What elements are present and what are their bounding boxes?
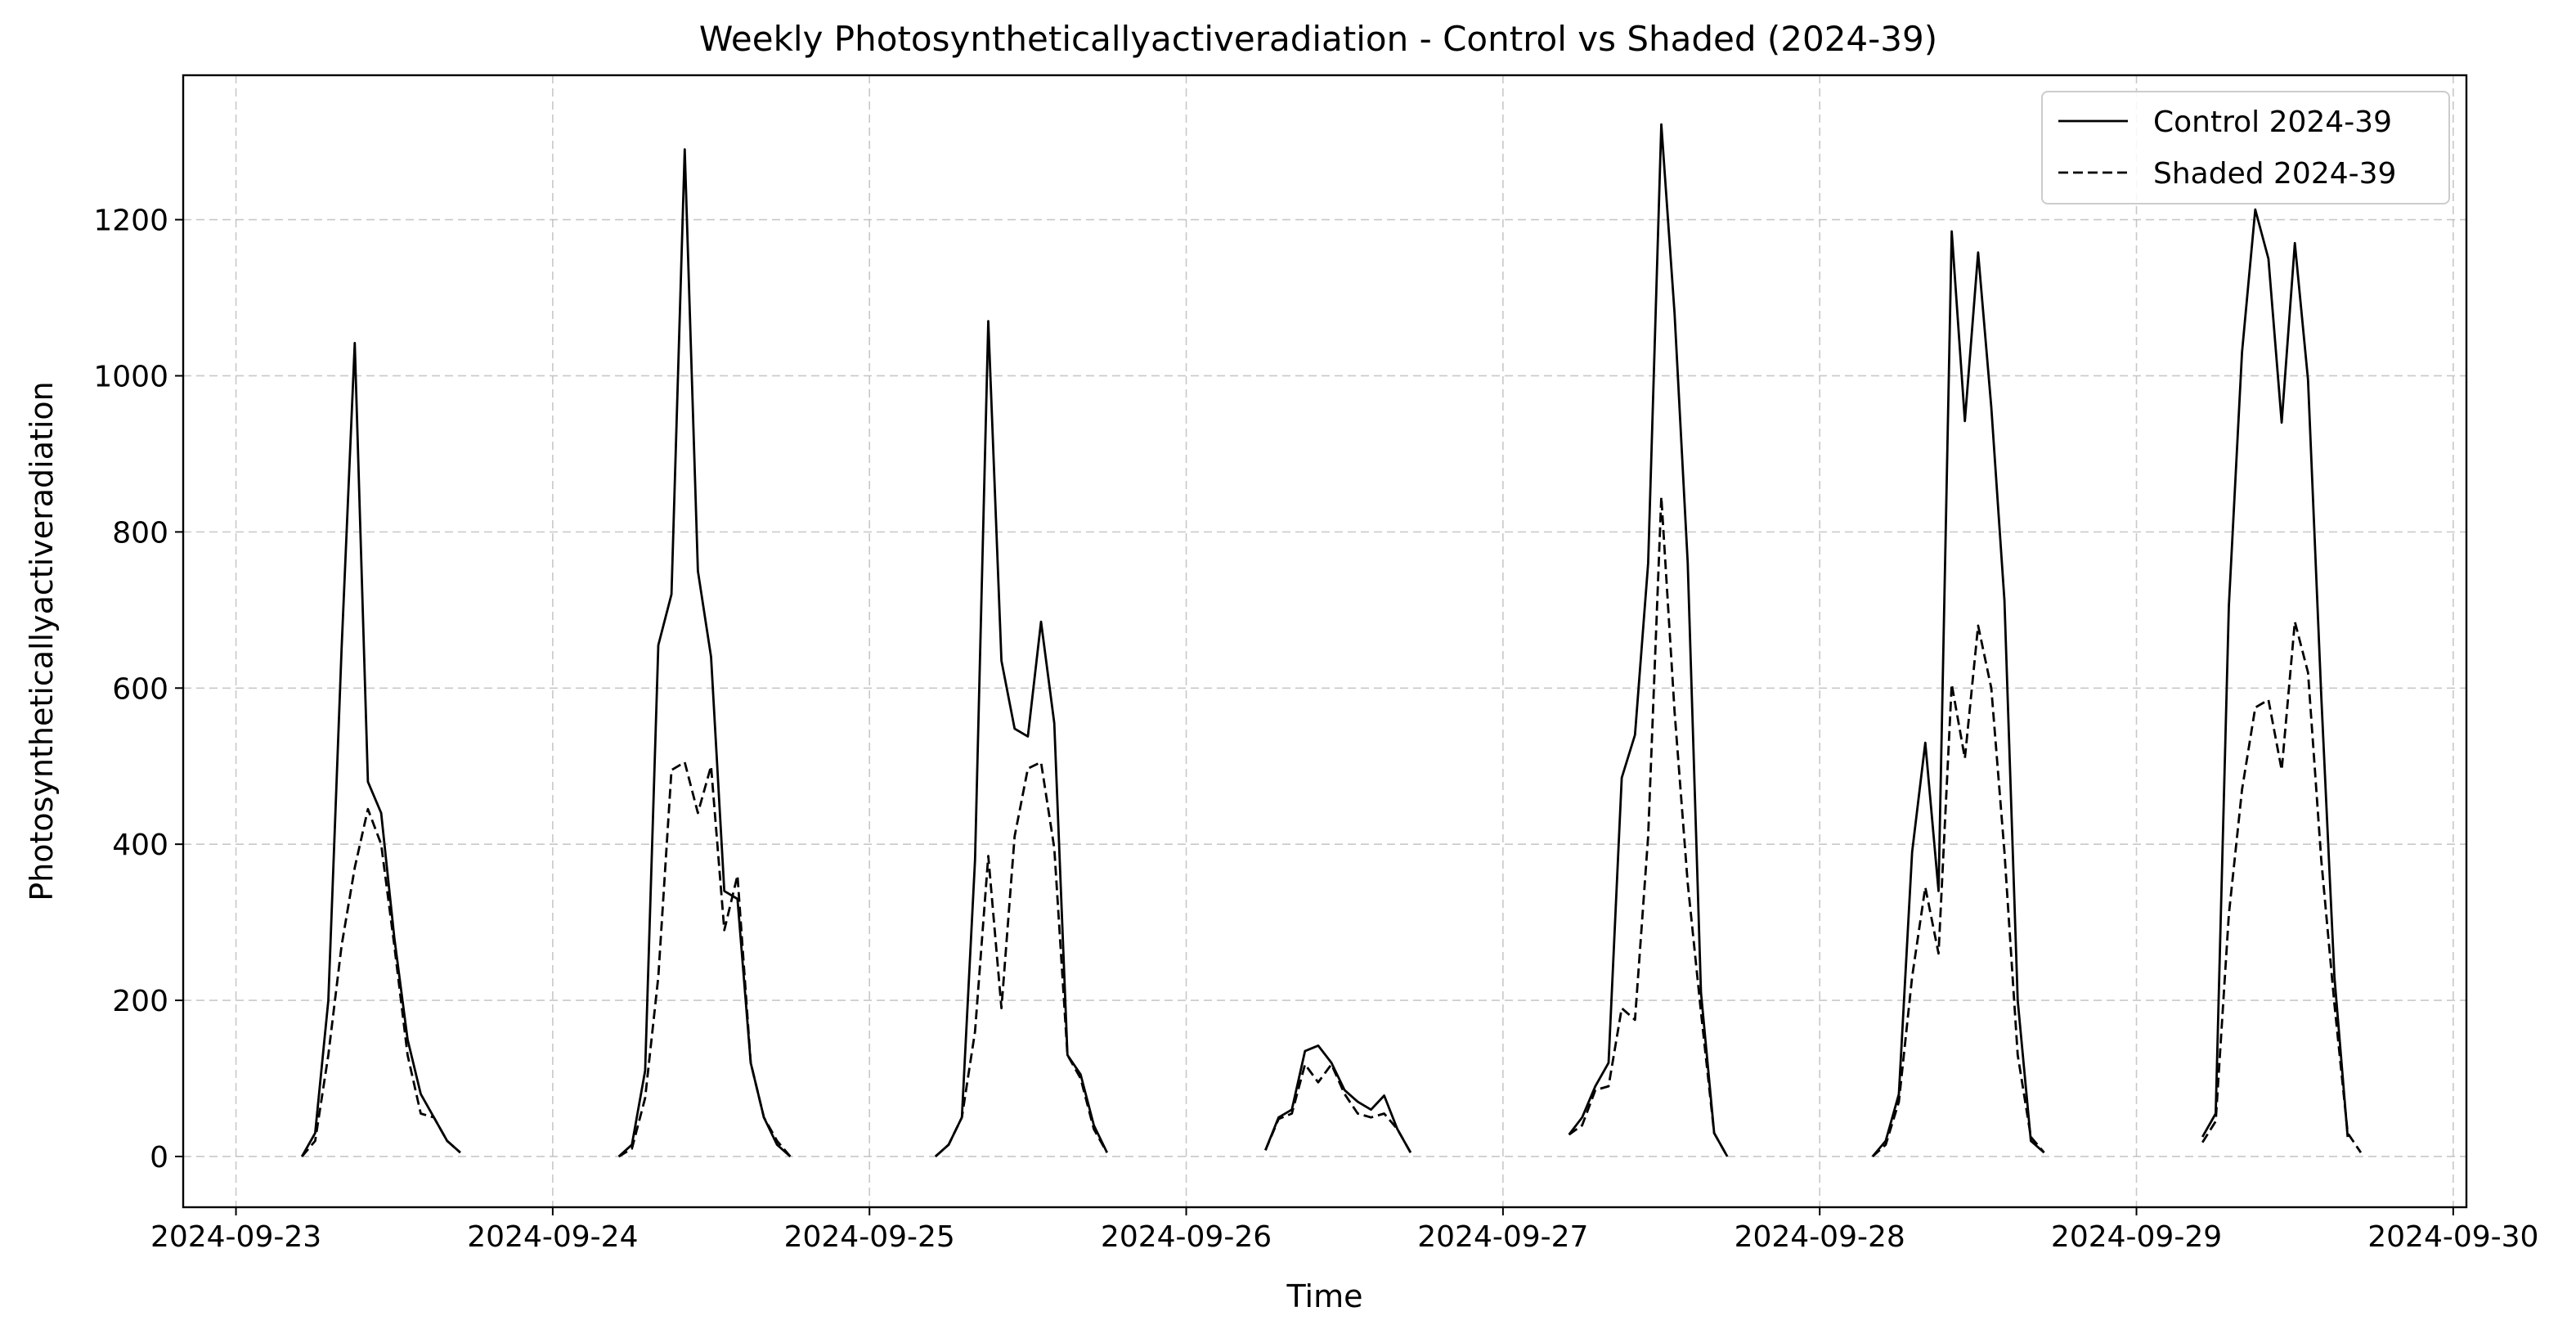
legend: Control 2024-39 Shaded 2024-39	[2041, 91, 2450, 204]
y-tick-label: 400	[112, 829, 168, 862]
series-line	[617, 148, 792, 1158]
series-line	[2201, 208, 2349, 1138]
x-tick-label: 2024-09-30	[2367, 1220, 2538, 1254]
x-tick-label: 2024-09-25	[784, 1220, 955, 1254]
y-tick-label: 0	[150, 1141, 168, 1175]
series-line	[1568, 496, 1729, 1157]
y-tick-label: 600	[112, 672, 168, 706]
x-axis: 2024-09-23 2024-09-24 2024-09-25 2024-09-26…	[150, 1207, 2538, 1254]
plot-area-frame	[182, 74, 2468, 1209]
x-tick-label: 2024-09-29	[2051, 1220, 2222, 1254]
grid-lines	[183, 75, 2466, 1207]
y-tick-label: 800	[112, 516, 168, 550]
series-control	[300, 123, 2349, 1158]
x-tick-label: 2024-09-28	[1735, 1220, 1905, 1254]
series-line	[301, 807, 461, 1157]
series-line	[1264, 1044, 1412, 1153]
series-line	[934, 320, 1108, 1158]
series-line	[1568, 123, 1729, 1157]
y-tick-label: 1200	[93, 204, 168, 238]
series-shaded	[301, 496, 2363, 1158]
series-line	[617, 761, 792, 1158]
y-tick-label: 200	[112, 985, 168, 1018]
x-tick-label: 2024-09-24	[467, 1220, 638, 1254]
series-line	[934, 761, 1108, 1158]
x-axis-label: Time	[1286, 1278, 1363, 1314]
series-line	[1871, 230, 2045, 1157]
y-axis-label: Photosyntheticallyactiveradiation	[24, 381, 60, 901]
x-tick-label: 2024-09-26	[1101, 1220, 1272, 1254]
series-line	[1264, 1062, 1412, 1153]
legend-label: Shaded 2024-39	[2153, 157, 2396, 191]
legend-label: Control 2024-39	[2153, 106, 2392, 139]
legend-box	[2041, 91, 2450, 204]
series-group	[300, 123, 2363, 1158]
series-line	[2201, 620, 2363, 1153]
chart-title: Weekly Photosyntheticallyactiveradiation…	[699, 19, 1937, 59]
y-tick-label: 1000	[93, 360, 168, 393]
y-axis: 0 200 400 600 800 1000 1200	[93, 204, 183, 1175]
x-tick-label: 2024-09-27	[1417, 1220, 1588, 1254]
x-tick-label: 2024-09-23	[150, 1220, 321, 1254]
series-line	[1871, 624, 2045, 1158]
